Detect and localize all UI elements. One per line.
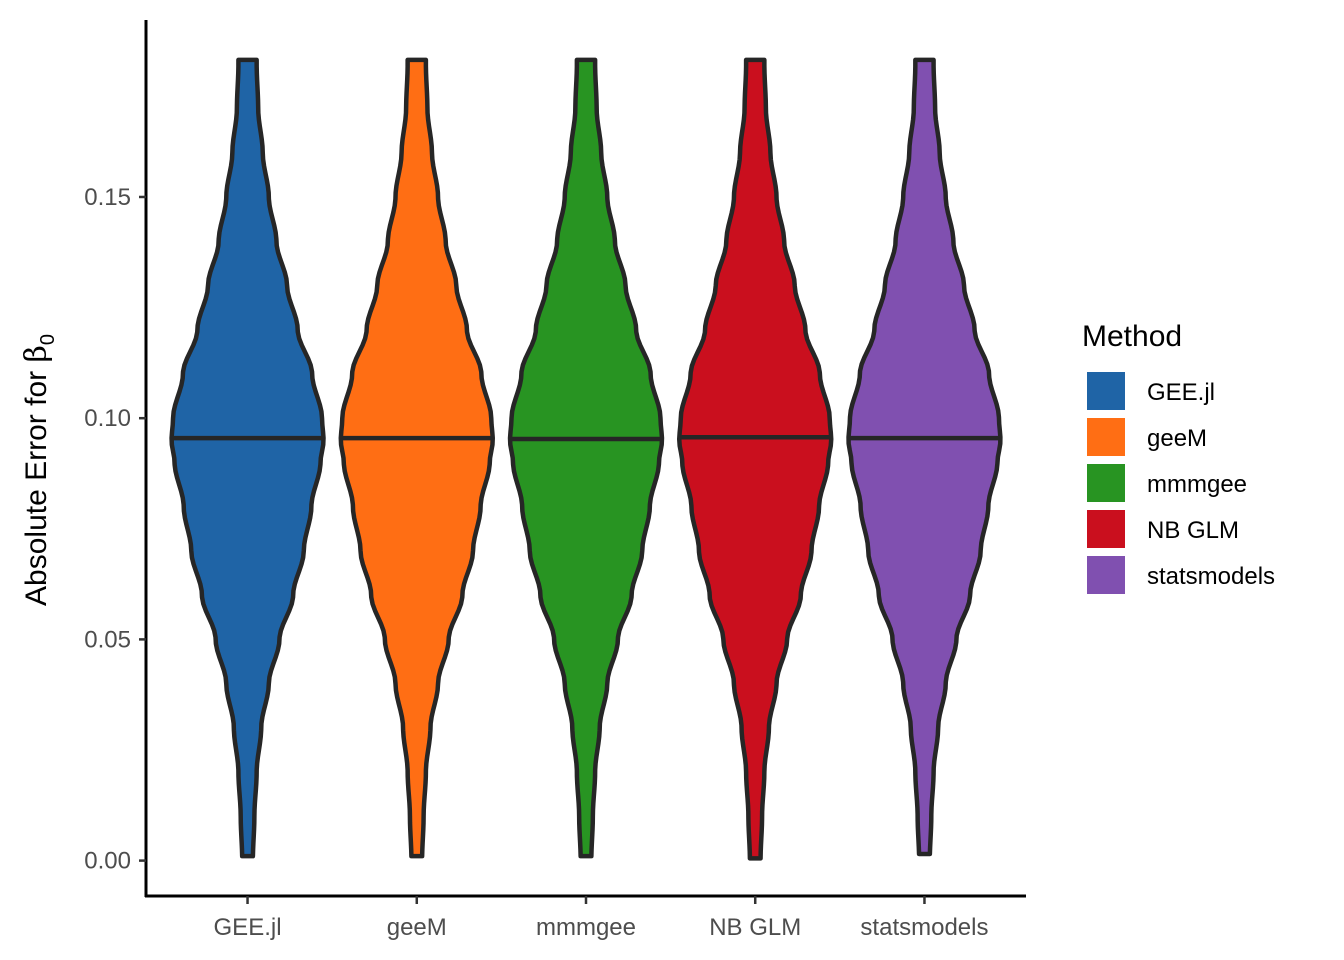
legend-label: statsmodels: [1147, 563, 1275, 590]
y-axis-title-subscript: 0: [37, 334, 59, 345]
x-tick-label: geeM: [387, 914, 447, 941]
legend: Method GEE.jl geeM mmmgee NB GLM statsmodels: [1082, 320, 1275, 594]
x-tick-label: GEE.jl: [214, 914, 282, 941]
y-tick-label: 0.15: [84, 184, 131, 211]
legend-label: mmmgee: [1147, 471, 1247, 498]
x-tick-label: NB GLM: [709, 914, 801, 941]
legend-title: Method: [1082, 320, 1182, 353]
legend-swatch: [1087, 464, 1125, 502]
y-axis-title: Absolute Error for β0: [19, 334, 59, 606]
y-tick-label: 0.05: [84, 626, 131, 653]
legend-label: NB GLM: [1147, 517, 1239, 544]
x-tick-label: mmmgee: [536, 914, 636, 941]
legend-swatch: [1087, 556, 1125, 594]
y-tick-label: 0.00: [84, 848, 131, 875]
y-axis-title-text: Absolute Error for: [20, 363, 53, 606]
legend-label: geeM: [1147, 425, 1207, 452]
y-tick-label: 0.10: [84, 405, 131, 432]
violin-geem: [338, 57, 495, 859]
violin-statsmodels: [846, 57, 1003, 857]
legend-swatch: [1087, 372, 1125, 410]
y-axis-title-symbol: β: [19, 345, 54, 362]
y-ticks-group: 0.00 0.05 0.10 0.15: [84, 184, 146, 875]
x-ticks-group: GEE.jl geeM mmmgee NB GLM statsmodels: [214, 896, 988, 941]
legend-items: GEE.jl geeM mmmgee NB GLM statsmodels: [1087, 372, 1275, 594]
x-tick-label: statsmodels: [860, 914, 988, 941]
violin-gee-jl: [169, 57, 326, 859]
violins-group: [169, 57, 1003, 861]
violin-nb-glm: [676, 57, 834, 861]
violin-mmmgee: [507, 57, 665, 859]
legend-swatch: [1087, 510, 1125, 548]
legend-label: GEE.jl: [1147, 379, 1215, 406]
legend-swatch: [1087, 418, 1125, 456]
